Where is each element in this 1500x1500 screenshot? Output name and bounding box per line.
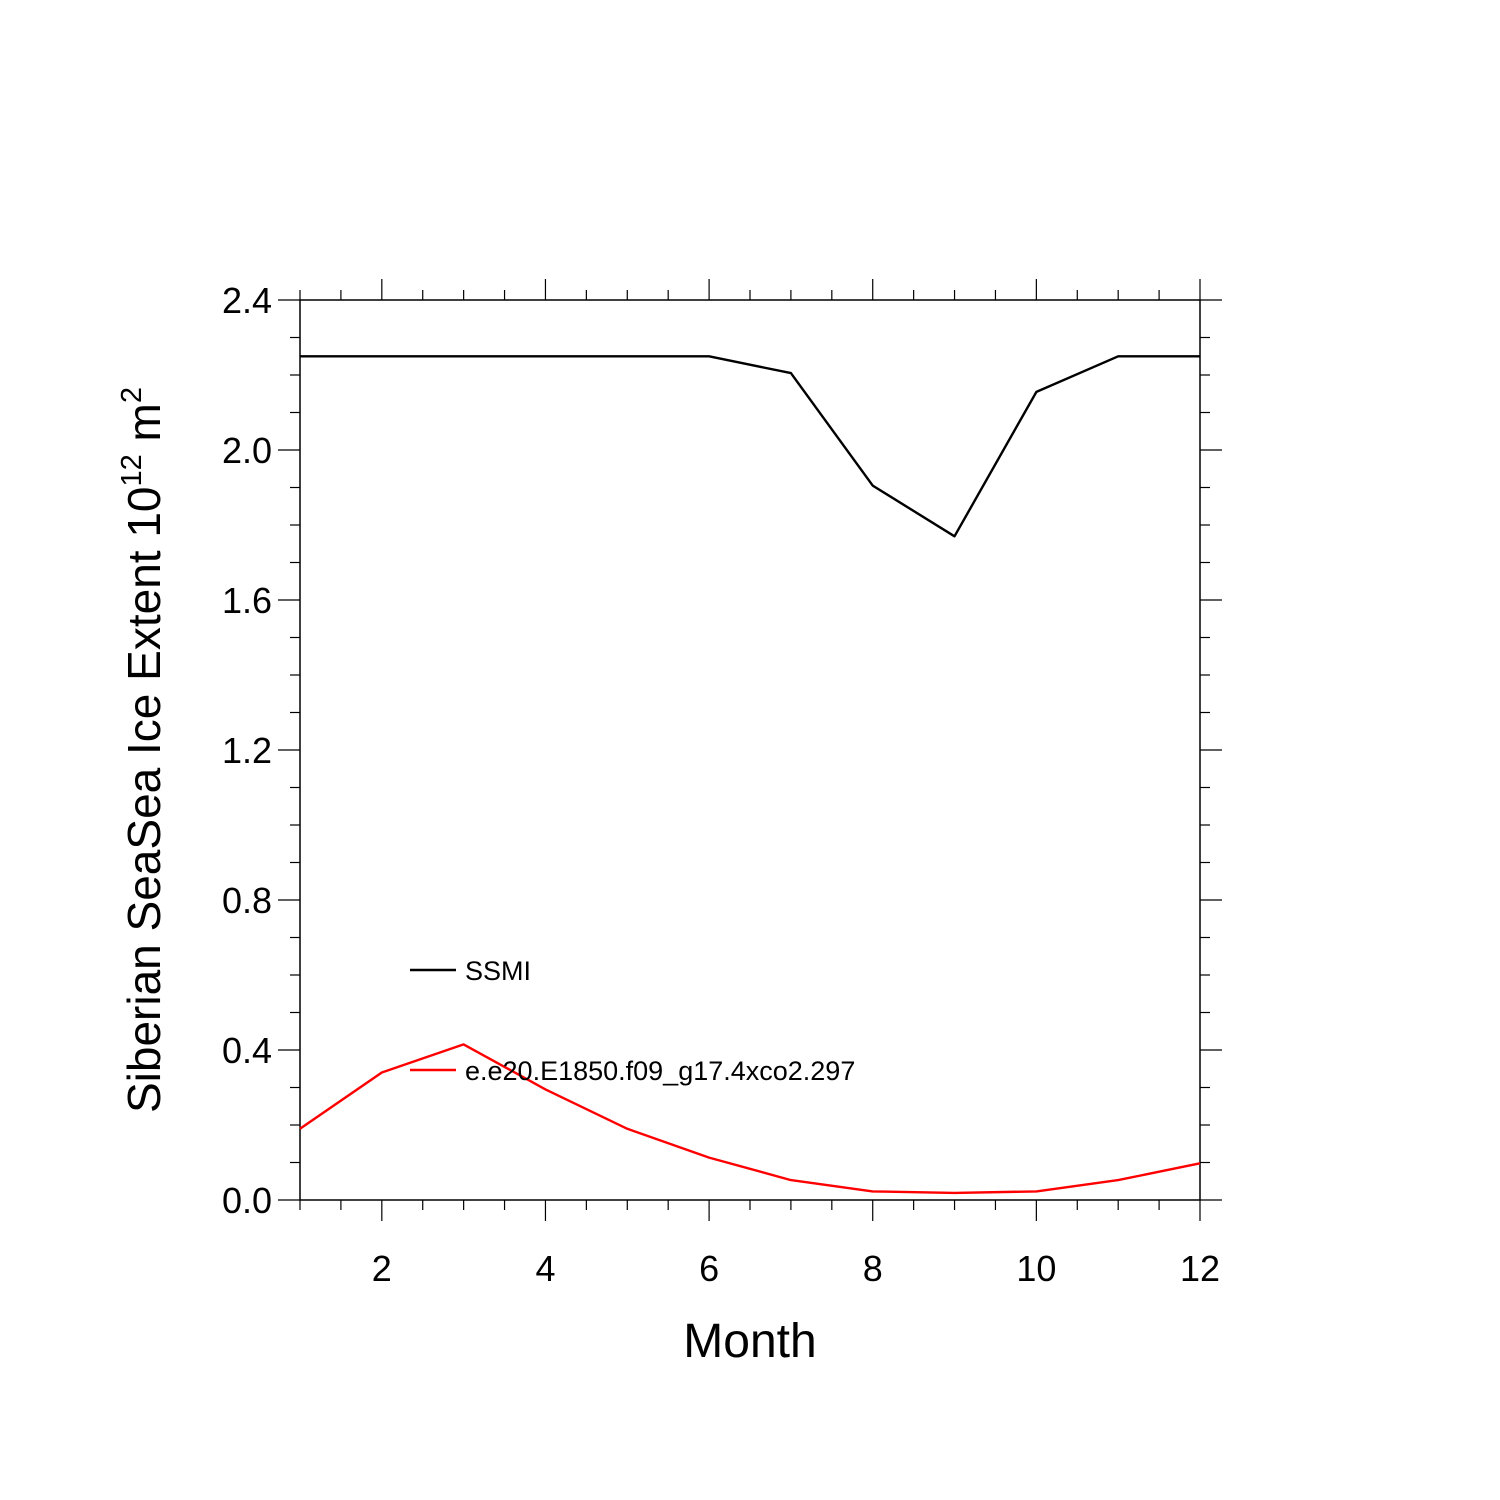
y-axis-title-exponent: 12 — [116, 454, 148, 486]
y-tick-label: 0.8 — [222, 880, 272, 921]
y-axis-title-unit-exponent: 2 — [116, 387, 148, 403]
y-tick-label: 1.2 — [222, 730, 272, 771]
legend: SSMI e.e20.E1850.f09_g17.4xco2.297 — [410, 956, 855, 1086]
x-tick-label: 2 — [372, 1248, 392, 1289]
y-axis-title-text: Siberian SeaSea Ice Extent 10 — [118, 486, 170, 1113]
y-axis-title-space — [118, 441, 170, 454]
x-tick-label: 4 — [535, 1248, 555, 1289]
legend-label-1: SSMI — [465, 956, 531, 986]
axis-ticks — [278, 279, 1222, 1221]
y-axis-title: Siberian SeaSea Ice Extent 1012 m2 — [116, 387, 170, 1113]
series-lines — [299, 355, 1201, 1195]
y-tick-label: 2.0 — [222, 430, 272, 471]
y-tick-label: 2.4 — [222, 280, 272, 321]
x-tick-label: 8 — [863, 1248, 883, 1289]
x-tick-label: 12 — [1180, 1248, 1220, 1289]
x-axis-title: Month — [683, 1315, 816, 1368]
tick-labels: 2 4 6 8 10 12 0.0 0.4 0.8 1.2 1.6 2.0 2.4 — [222, 280, 1220, 1289]
y-tick-label: 1.6 — [222, 580, 272, 621]
legend-label-2: e.e20.E1850.f09_g17.4xco2.297 — [465, 1056, 855, 1086]
y-tick-label: 0.4 — [222, 1030, 272, 1071]
y-tick-label: 0.0 — [222, 1180, 272, 1221]
y-axis-title-unit: m — [118, 403, 170, 441]
x-tick-label: 10 — [1016, 1248, 1056, 1289]
series-line-2 — [299, 1043, 1201, 1195]
series-line-1 — [300, 355, 1200, 538]
x-tick-label: 6 — [699, 1248, 719, 1289]
